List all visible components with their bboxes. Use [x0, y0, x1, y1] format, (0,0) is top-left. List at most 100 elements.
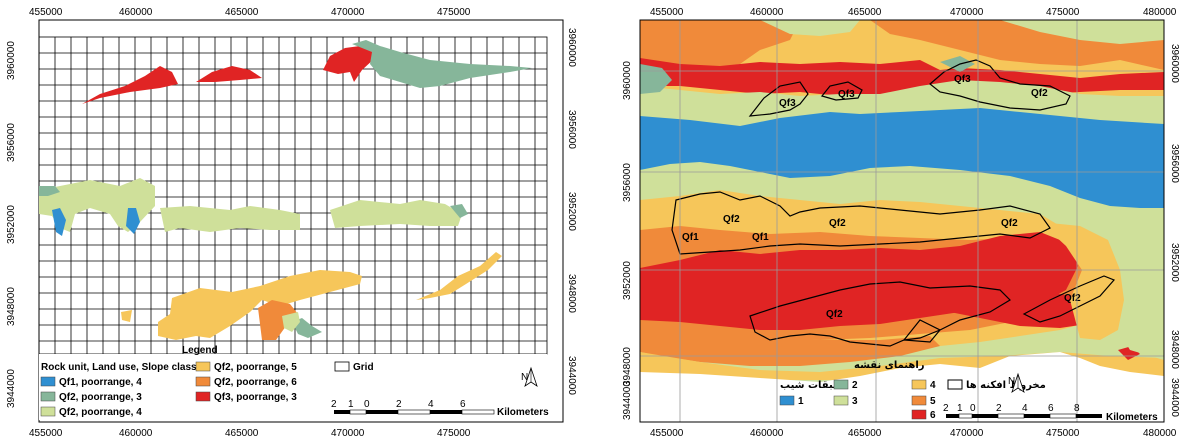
legend-swatch	[41, 407, 55, 416]
fan-label: Qf2	[1064, 293, 1081, 304]
legend-label: 5	[930, 396, 936, 407]
y-tick-label: 3944000	[566, 356, 577, 395]
x-tick-label: 460000	[119, 7, 153, 18]
scale-tick-label: 8	[1074, 403, 1080, 414]
legend-swatch	[41, 392, 55, 401]
x-tick-label: 460000	[750, 428, 784, 439]
y-tick-label: 3948000	[6, 287, 17, 326]
fan-label: Qf1	[752, 232, 769, 243]
y-tick-label: 3948000	[566, 274, 577, 313]
fan-label: Qf2	[723, 214, 740, 225]
x-tick-label: 455000	[29, 7, 63, 18]
fan-label: Qf3	[954, 74, 971, 85]
y-tick-label: 3952000	[566, 192, 577, 231]
legend-title: Legend	[182, 345, 218, 356]
y-tick-label: 3956000	[622, 163, 633, 202]
scale-tick-label: 2	[943, 403, 949, 414]
fan-label: Qf3	[838, 89, 855, 100]
x-tick-label: 475000	[437, 7, 471, 18]
y-tick-label: 3944000	[1169, 378, 1180, 417]
y-tick-label: 3944000	[6, 369, 17, 408]
legend-label: Qf3, poorrange, 3	[214, 392, 297, 403]
y-tick-label: 3952000	[1169, 243, 1180, 282]
x-tick-label: 480000	[1143, 7, 1177, 18]
x-tick-label: 455000	[29, 428, 63, 439]
scale-tick-label: 0	[970, 403, 976, 414]
y-tick-label: 3948000	[1169, 330, 1180, 369]
legend-slope-header: طبقات شیب	[780, 380, 843, 391]
y-tick-label: 3948000	[622, 347, 633, 386]
x-tick-label: 475000	[1046, 428, 1080, 439]
x-tick-label: 470000	[331, 7, 365, 18]
scale-tick-label: 6	[1048, 403, 1054, 414]
x-tick-label: 470000	[950, 7, 984, 18]
scale-tick-label: 2	[331, 399, 337, 410]
x-tick-label: 460000	[119, 428, 153, 439]
y-tick-label: 3944000	[622, 381, 633, 420]
y-tick-label: 3960000	[566, 28, 577, 67]
legend-swatch	[335, 362, 349, 371]
x-tick-label: 470000	[950, 428, 984, 439]
scale-tick-label: 1	[957, 403, 963, 414]
scale-tick-label: 6	[460, 399, 466, 410]
x-tick-label: 455000	[650, 7, 684, 18]
legend-label: 2	[852, 380, 858, 391]
y-tick-label: 3960000	[6, 41, 17, 80]
x-tick-label: 465000	[848, 428, 882, 439]
legend-title: راهنمای نقشه	[854, 360, 925, 371]
scale-unit: Kilometers	[497, 407, 549, 418]
legend-swatch	[196, 377, 210, 386]
y-tick-label: 3956000	[1169, 144, 1180, 183]
legend-label: Grid	[353, 362, 374, 373]
legend-swatch	[912, 380, 926, 389]
legend-label: 6	[930, 410, 936, 421]
x-tick-label: 480000	[1143, 428, 1177, 439]
y-tick-label: 3956000	[6, 123, 17, 162]
qf2-class4-band	[330, 200, 462, 228]
legend-swatch	[912, 410, 926, 419]
fan-label: Qf2	[1031, 88, 1048, 99]
legend-label: Qf2, poorrange, 3	[59, 392, 142, 403]
scale-tick-label: 4	[428, 399, 434, 410]
y-tick-label: 3956000	[566, 110, 577, 149]
scale-tick-label: 4	[1022, 403, 1028, 414]
legend-swatch	[780, 396, 794, 405]
y-tick-label: 3960000	[1169, 44, 1180, 83]
y-tick-label: 3952000	[622, 261, 633, 300]
fan-label: Qf3	[779, 98, 796, 109]
scale-tick-label: 0	[364, 399, 370, 410]
legend-cone-label: مخروط افکنه ها	[966, 380, 1046, 391]
legend-header: Rock unit, Land use, Slope class	[41, 362, 197, 373]
x-tick-label: 465000	[848, 7, 882, 18]
fan-label: Qf2	[826, 309, 843, 320]
scale-tick-label: 1	[348, 399, 354, 410]
legend-swatch	[912, 396, 926, 405]
legend-swatch	[196, 362, 210, 371]
x-tick-label: 460000	[750, 7, 784, 18]
legend-swatch	[948, 380, 962, 389]
legend-swatch	[196, 392, 210, 401]
north-label: N	[521, 372, 528, 383]
fan-label: Qf2	[829, 218, 846, 229]
left-map: 455000 460000 465000 470000 475000 45500…	[6, 7, 577, 439]
x-tick-label: 455000	[650, 428, 684, 439]
legend-label: Qf2, poorrange, 6	[214, 377, 297, 388]
x-tick-label: 475000	[1046, 7, 1080, 18]
legend-label: 4	[930, 380, 936, 391]
right-map: Qf3 Qf3 Qf3 Qf2 Qf2 Qf1 Qf1 Qf2 Qf2 Qf2 …	[622, 7, 1180, 439]
x-tick-label: 465000	[225, 7, 259, 18]
scale-tick-label: 2	[396, 399, 402, 410]
legend-swatch	[41, 377, 55, 386]
north-label: N	[1008, 376, 1015, 387]
x-tick-label: 470000	[331, 428, 365, 439]
legend-swatch	[834, 380, 848, 389]
legend-label: 3	[852, 396, 858, 407]
legend-label: Qf1, poorrange, 4	[59, 377, 142, 388]
fan-label: Qf1	[682, 232, 699, 243]
scale-tick-label: 2	[996, 403, 1002, 414]
legend-swatch	[834, 396, 848, 405]
y-tick-label: 3952000	[6, 205, 17, 244]
y-tick-label: 3960000	[622, 61, 633, 100]
legend-label: Qf2, poorrange, 4	[59, 407, 142, 418]
legend-label: 1	[798, 396, 804, 407]
